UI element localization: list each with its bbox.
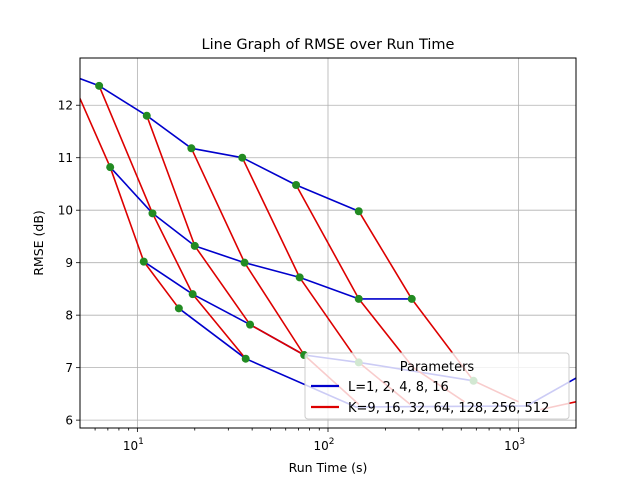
y-tick-label: 9 [65, 256, 73, 270]
data-point-marker [188, 290, 197, 299]
data-point-marker [295, 273, 304, 282]
y-axis-label: RMSE (dB) [31, 210, 46, 276]
data-point-marker [187, 144, 196, 153]
legend-entry-k: K=9, 16, 32, 64, 128, 256, 512 [348, 401, 549, 416]
y-tick-label: 12 [58, 99, 73, 113]
y-tick-label: 10 [58, 204, 73, 218]
series-line-l-0 [80, 77, 360, 212]
series-line-k-5 [98, 85, 247, 360]
legend: Parameters L=1, 2, 4, 8, 16 K=9, 16, 32,… [304, 352, 570, 420]
data-point-marker [354, 207, 363, 216]
ticks: 101 102 103 6 7 8 9 10 11 12 [58, 99, 525, 453]
series-line-k-6 [146, 115, 305, 356]
data-point-marker [238, 153, 247, 162]
data-point-marker [139, 257, 148, 266]
y-tick-label: 6 [65, 414, 73, 428]
y-tick-label: 7 [65, 361, 73, 375]
x-axis-label: Run Time (s) [289, 460, 368, 475]
data-point-marker [106, 163, 115, 172]
marker-group [95, 81, 478, 385]
y-tick-label: 11 [58, 151, 73, 165]
x-tick-label: 101 [123, 437, 144, 453]
series-line-l-1 [109, 166, 412, 300]
data-point-marker [148, 209, 157, 218]
x-tick-label: 102 [313, 437, 334, 453]
legend-title: Parameters [400, 360, 475, 375]
data-point-marker [174, 304, 183, 313]
chart-title: Line Graph of RMSE over Run Time [202, 37, 455, 53]
data-point-marker [240, 258, 249, 267]
data-point-marker [407, 294, 416, 303]
data-point-marker [95, 81, 104, 90]
data-point-marker [190, 241, 199, 250]
data-point-marker [354, 294, 363, 303]
data-point-marker [241, 354, 250, 363]
y-tick-label: 8 [65, 309, 73, 323]
data-point-marker [246, 320, 255, 329]
data-point-marker [292, 181, 301, 190]
data-point-marker [142, 111, 151, 120]
legend-box [304, 352, 570, 420]
legend-entry-l: L=1, 2, 4, 8, 16 [348, 380, 449, 395]
x-tick-label: 103 [504, 437, 525, 453]
series-line-k-4 [80, 96, 180, 309]
